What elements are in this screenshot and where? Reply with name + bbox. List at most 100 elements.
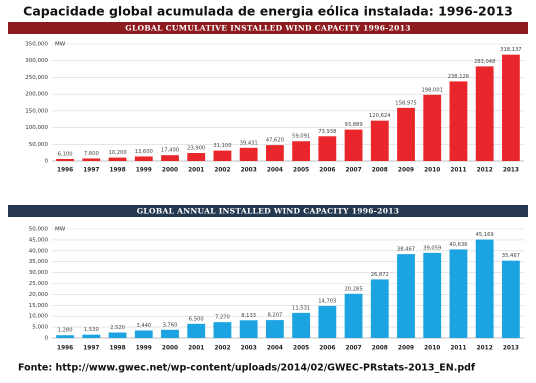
value-label: 283,048 bbox=[474, 59, 495, 65]
value-label: 14,703 bbox=[318, 298, 336, 304]
x-tick-label: 2006 bbox=[319, 346, 335, 352]
value-label: 7,270 bbox=[215, 315, 230, 321]
y-tick-label: 0 bbox=[45, 159, 49, 165]
value-label: 59,091 bbox=[292, 134, 310, 140]
y-tick-label: 10,000 bbox=[29, 314, 49, 320]
y-tick-label: 250,000 bbox=[25, 75, 48, 81]
panel-header bbox=[8, 205, 528, 217]
x-tick-label: 2003 bbox=[241, 346, 257, 352]
y-tick-label: 35,000 bbox=[29, 259, 49, 265]
y-tick-label: 0 bbox=[45, 336, 49, 342]
bar bbox=[318, 136, 337, 161]
value-label: 39,059 bbox=[423, 245, 441, 251]
x-tick-label: 1998 bbox=[109, 168, 125, 174]
panel-header bbox=[8, 22, 528, 34]
value-label: 7,600 bbox=[84, 151, 99, 157]
value-label: 13,600 bbox=[135, 149, 153, 155]
x-tick-label: 2006 bbox=[319, 168, 335, 174]
x-tick-label: 2013 bbox=[503, 168, 519, 174]
value-label: 238,126 bbox=[448, 74, 469, 80]
y-tick-label: 200,000 bbox=[25, 92, 48, 98]
x-tick-label: 2000 bbox=[162, 168, 178, 174]
x-tick-label: 1997 bbox=[83, 346, 99, 352]
y-tick-label: 5,000 bbox=[32, 325, 48, 331]
bar bbox=[161, 155, 179, 161]
y-tick-label: 300,000 bbox=[25, 58, 48, 64]
value-label: 10,200 bbox=[108, 150, 126, 156]
bar bbox=[318, 305, 337, 338]
x-tick-label: 2012 bbox=[477, 346, 493, 352]
value-label: 39,431 bbox=[240, 140, 258, 146]
x-tick-label: 2000 bbox=[162, 346, 178, 352]
bar bbox=[423, 94, 442, 161]
value-label: 6,100 bbox=[58, 151, 73, 157]
bar bbox=[397, 254, 415, 338]
x-tick-label: 2010 bbox=[424, 168, 440, 174]
value-label: 2,520 bbox=[110, 325, 125, 331]
y-tick-label: 350,000 bbox=[25, 42, 48, 48]
value-label: 1,280 bbox=[58, 328, 73, 334]
bar bbox=[344, 129, 363, 161]
x-tick-label: 2002 bbox=[214, 168, 230, 174]
x-tick-label: 1996 bbox=[57, 168, 73, 174]
value-label: 6,500 bbox=[189, 316, 204, 322]
x-tick-label: 2005 bbox=[293, 168, 309, 174]
bar bbox=[475, 66, 494, 161]
bar bbox=[449, 249, 468, 338]
x-tick-label: 2005 bbox=[293, 346, 309, 352]
bar bbox=[82, 158, 101, 161]
bar bbox=[292, 141, 311, 161]
y-tick-label: 50,000 bbox=[29, 227, 49, 233]
x-tick-label: 2011 bbox=[450, 346, 466, 352]
x-tick-label: 1998 bbox=[109, 346, 125, 352]
bar bbox=[108, 332, 127, 338]
value-label: 93,889 bbox=[344, 122, 362, 128]
bar bbox=[108, 157, 127, 161]
x-tick-label: 2009 bbox=[398, 168, 414, 174]
x-tick-label: 2003 bbox=[241, 168, 257, 174]
value-label: 17,400 bbox=[161, 148, 179, 154]
value-label: 3,760 bbox=[163, 322, 178, 328]
y-tick-label: 45,000 bbox=[29, 237, 49, 243]
y-tick-label: 15,000 bbox=[29, 303, 49, 309]
bar bbox=[239, 147, 258, 161]
source: Fonte: http://www.gwec.net/wp-content/up… bbox=[18, 363, 476, 374]
x-tick-label: 2013 bbox=[503, 346, 519, 352]
value-label: 47,620 bbox=[266, 138, 284, 144]
y-tick-label: 50,000 bbox=[29, 142, 49, 148]
value-label: 26,872 bbox=[371, 272, 389, 278]
value-label: 38,467 bbox=[397, 247, 415, 253]
x-tick-label: 2001 bbox=[188, 168, 204, 174]
panel-title: GLOBAL CUMULATIVE INSTALLED WIND CAPACIT… bbox=[125, 24, 410, 33]
value-label: 23,900 bbox=[187, 146, 205, 152]
value-label: 40,636 bbox=[449, 242, 467, 248]
value-label: 35,467 bbox=[502, 253, 520, 259]
x-tick-label: 2011 bbox=[450, 168, 466, 174]
value-label: 318,137 bbox=[500, 47, 521, 53]
bar bbox=[134, 330, 153, 338]
value-label: 73,938 bbox=[318, 129, 336, 135]
y-tick-label: 30,000 bbox=[29, 270, 49, 276]
bar bbox=[56, 335, 75, 338]
x-tick-label: 2008 bbox=[372, 346, 388, 352]
value-label: 3,440 bbox=[136, 323, 151, 329]
x-tick-label: 1999 bbox=[136, 346, 152, 352]
bar bbox=[213, 322, 232, 338]
x-tick-label: 2007 bbox=[345, 168, 361, 174]
main-title: Capacidade global acumulada de energia e… bbox=[23, 4, 513, 19]
value-label: 198,001 bbox=[421, 87, 442, 93]
y-unit: MW bbox=[55, 42, 66, 48]
bar bbox=[292, 312, 311, 338]
bar bbox=[501, 260, 520, 338]
bar bbox=[187, 323, 206, 338]
value-label: 20,285 bbox=[344, 286, 362, 292]
y-tick-label: 100,000 bbox=[25, 125, 48, 131]
bar bbox=[501, 54, 520, 161]
y-tick-label: 150,000 bbox=[25, 108, 48, 114]
x-tick-label: 2009 bbox=[398, 346, 414, 352]
bar bbox=[449, 81, 468, 161]
bar bbox=[397, 107, 415, 161]
y-tick-label: 40,000 bbox=[29, 248, 49, 254]
x-tick-label: 1997 bbox=[83, 168, 99, 174]
